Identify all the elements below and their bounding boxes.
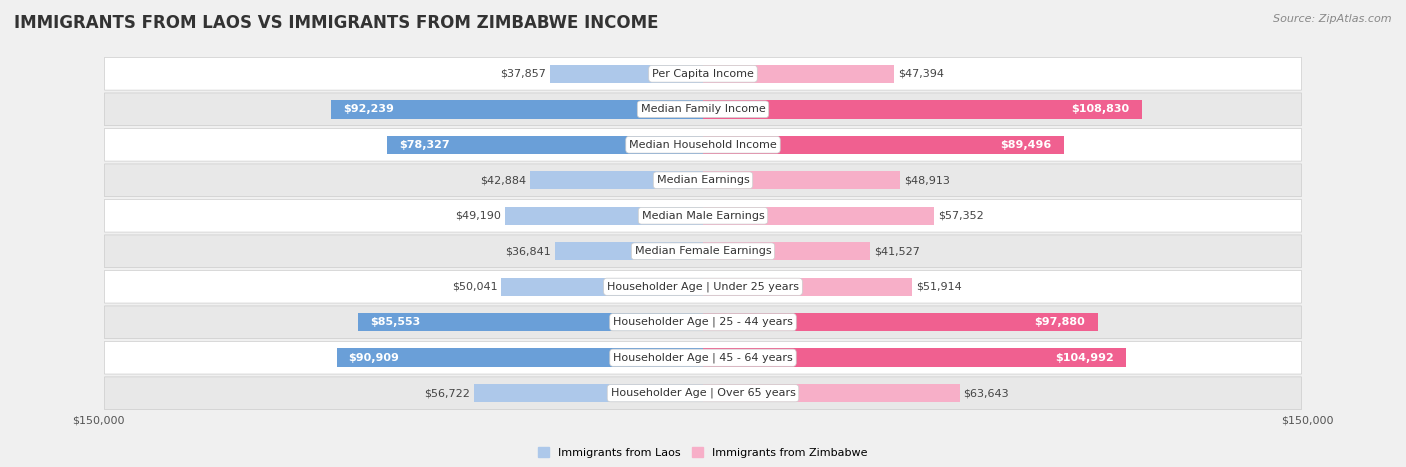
FancyBboxPatch shape (104, 270, 1302, 303)
Bar (703, 348, 1126, 367)
Text: $90,909: $90,909 (349, 353, 399, 363)
Bar (703, 171, 900, 190)
Text: Median Earnings: Median Earnings (657, 175, 749, 185)
Text: $37,857: $37,857 (501, 69, 547, 79)
Text: Median Household Income: Median Household Income (628, 140, 778, 150)
FancyBboxPatch shape (104, 341, 1302, 374)
Text: Per Capita Income: Per Capita Income (652, 69, 754, 79)
Text: Median Family Income: Median Family Income (641, 104, 765, 114)
Text: $104,992: $104,992 (1056, 353, 1114, 363)
Bar (474, 384, 703, 403)
Text: $50,041: $50,041 (451, 282, 498, 292)
FancyBboxPatch shape (104, 128, 1302, 161)
FancyBboxPatch shape (104, 235, 1302, 268)
FancyBboxPatch shape (104, 199, 1302, 232)
Text: $56,722: $56,722 (425, 388, 471, 398)
Bar (530, 171, 703, 190)
Text: Householder Age | Under 25 years: Householder Age | Under 25 years (607, 282, 799, 292)
Legend: Immigrants from Laos, Immigrants from Zimbabwe: Immigrants from Laos, Immigrants from Zi… (534, 443, 872, 462)
Bar (502, 277, 703, 296)
Bar (703, 384, 959, 403)
Text: $48,913: $48,913 (904, 175, 950, 185)
Bar (336, 348, 703, 367)
Text: Householder Age | Over 65 years: Householder Age | Over 65 years (610, 388, 796, 398)
Text: $42,884: $42,884 (479, 175, 526, 185)
FancyBboxPatch shape (104, 377, 1302, 410)
Text: Householder Age | 45 - 64 years: Householder Age | 45 - 64 years (613, 353, 793, 363)
Text: $89,496: $89,496 (1001, 140, 1052, 150)
Bar (703, 100, 1142, 119)
Text: $36,841: $36,841 (505, 246, 551, 256)
Bar (554, 242, 703, 261)
Bar (703, 242, 870, 261)
Bar (505, 206, 703, 225)
Bar (703, 277, 912, 296)
Text: $63,643: $63,643 (963, 388, 1010, 398)
Text: $108,830: $108,830 (1071, 104, 1129, 114)
Bar (550, 64, 703, 83)
Text: Median Female Earnings: Median Female Earnings (634, 246, 772, 256)
Text: Source: ZipAtlas.com: Source: ZipAtlas.com (1274, 14, 1392, 24)
Text: Householder Age | 25 - 44 years: Householder Age | 25 - 44 years (613, 317, 793, 327)
FancyBboxPatch shape (104, 306, 1302, 339)
Text: Median Male Earnings: Median Male Earnings (641, 211, 765, 221)
Bar (703, 135, 1064, 154)
Text: $49,190: $49,190 (454, 211, 501, 221)
Text: $51,914: $51,914 (917, 282, 962, 292)
Bar (703, 206, 934, 225)
Bar (359, 313, 703, 332)
Text: $97,880: $97,880 (1035, 317, 1085, 327)
Bar (387, 135, 703, 154)
Text: $57,352: $57,352 (938, 211, 984, 221)
Text: $47,394: $47,394 (898, 69, 943, 79)
FancyBboxPatch shape (104, 164, 1302, 197)
Bar (703, 313, 1098, 332)
Text: $41,527: $41,527 (875, 246, 921, 256)
Text: IMMIGRANTS FROM LAOS VS IMMIGRANTS FROM ZIMBABWE INCOME: IMMIGRANTS FROM LAOS VS IMMIGRANTS FROM … (14, 14, 658, 32)
Bar (703, 64, 894, 83)
FancyBboxPatch shape (104, 93, 1302, 126)
Text: $78,327: $78,327 (399, 140, 450, 150)
Text: $92,239: $92,239 (343, 104, 394, 114)
Text: $85,553: $85,553 (370, 317, 420, 327)
FancyBboxPatch shape (104, 57, 1302, 90)
Bar (332, 100, 703, 119)
